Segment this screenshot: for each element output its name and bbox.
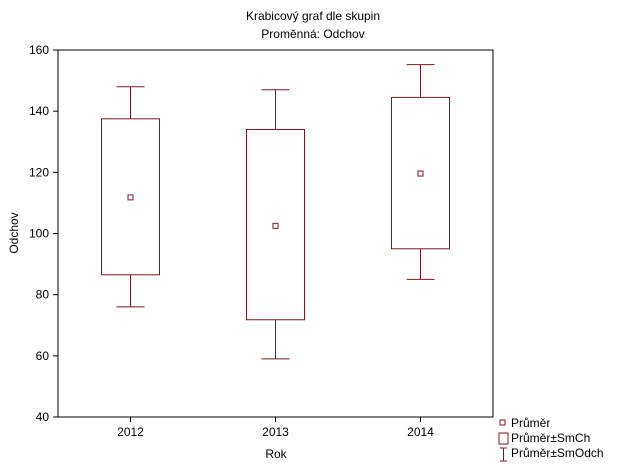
y-axis-label: Odchov	[7, 212, 21, 253]
y-tick-label: 160	[29, 43, 49, 57]
y-tick-label: 60	[36, 349, 50, 363]
legend-mean-marker	[499, 419, 506, 426]
box-group-2014	[391, 64, 450, 280]
legend-label-mean: Průměr	[511, 416, 550, 430]
x-tick-label: 2012	[117, 425, 144, 439]
y-tick-label: 140	[29, 104, 49, 118]
box-series	[101, 64, 450, 360]
y-tick-label: 100	[29, 227, 49, 241]
x-axis: 2012 2013 2014	[117, 417, 434, 439]
legend-box-symbol	[498, 432, 509, 445]
x-tick-label: 2013	[262, 425, 289, 439]
box	[391, 96, 450, 250]
y-tick-label: 40	[36, 410, 50, 424]
mean-marker	[127, 194, 134, 201]
y-axis: 40 60 80 100 120 140 160	[29, 43, 58, 424]
mean-marker	[272, 222, 279, 229]
box	[101, 118, 160, 276]
y-tick-label: 80	[36, 288, 50, 302]
x-tick-label: 2014	[407, 425, 434, 439]
mean-marker	[417, 170, 424, 177]
box-group-2013	[246, 89, 305, 360]
legend-label-box: Průměr±SmCh	[511, 431, 590, 445]
chart-subtitle: Proměnná: Odchov	[261, 27, 364, 41]
y-tick-label: 120	[29, 165, 49, 179]
x-axis-label: Rok	[265, 447, 287, 461]
box	[246, 129, 305, 321]
legend-whisker-symbol	[500, 447, 507, 462]
legend-label-whisker: Průměr±SmOdch	[511, 446, 604, 460]
box-group-2012	[101, 86, 160, 308]
legend: Průměr Průměr±SmCh Průměr±SmOdch	[498, 416, 604, 462]
chart-title: Krabicový graf dle skupin	[246, 9, 380, 23]
